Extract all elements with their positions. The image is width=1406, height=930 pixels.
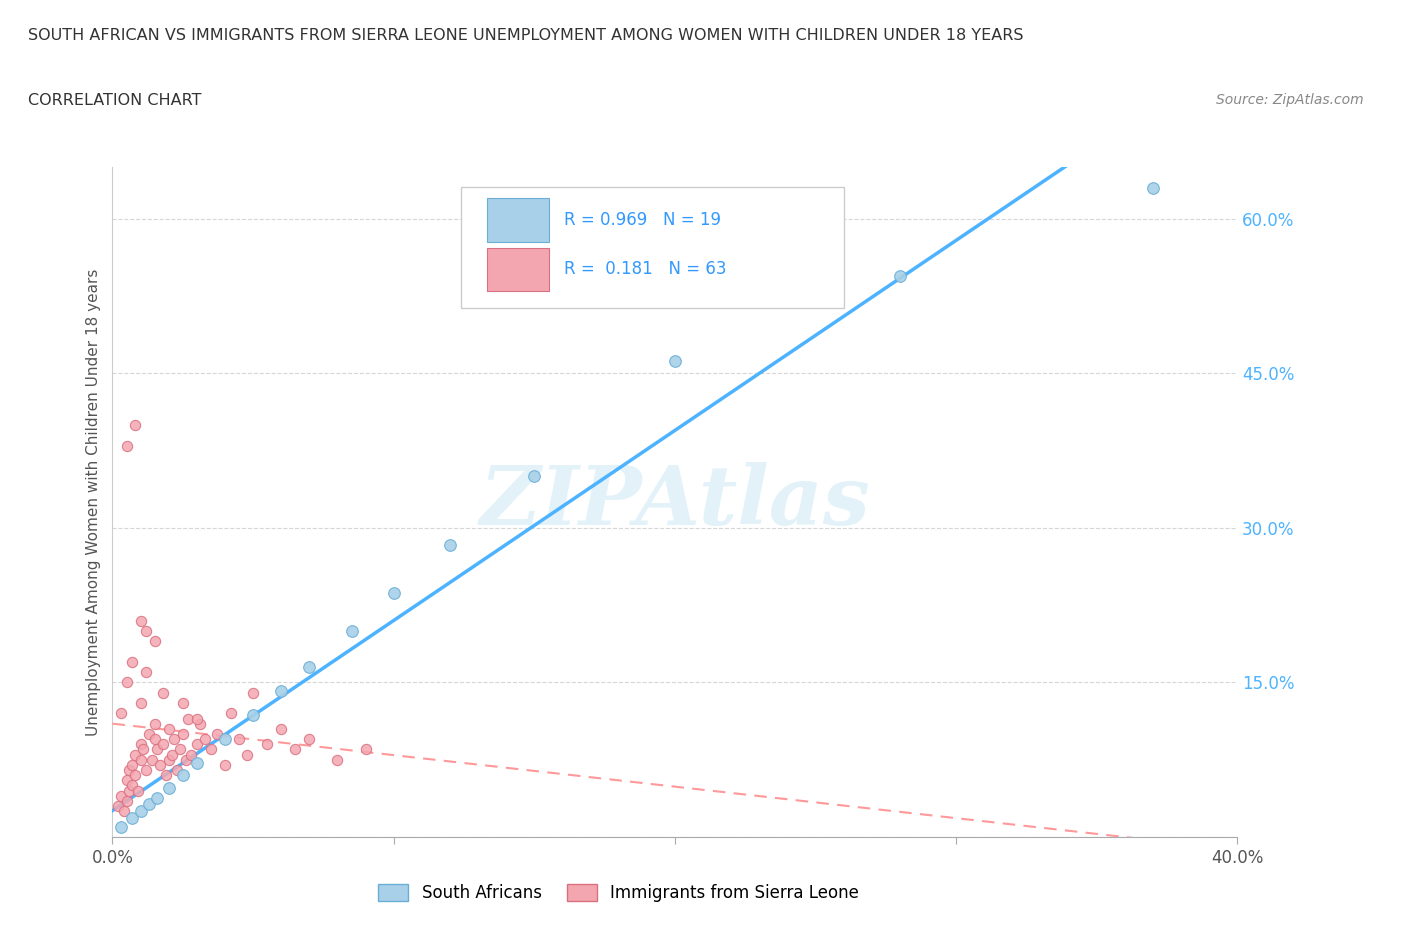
Text: SOUTH AFRICAN VS IMMIGRANTS FROM SIERRA LEONE UNEMPLOYMENT AMONG WOMEN WITH CHIL: SOUTH AFRICAN VS IMMIGRANTS FROM SIERRA … — [28, 28, 1024, 43]
Point — [141, 752, 163, 767]
Point — [194, 732, 217, 747]
Point — [115, 675, 138, 690]
Point — [236, 747, 259, 762]
Point — [172, 726, 194, 741]
Point — [298, 732, 321, 747]
Point — [149, 757, 172, 772]
Point — [118, 783, 141, 798]
Point — [121, 757, 143, 772]
Point — [132, 742, 155, 757]
Point — [166, 763, 188, 777]
Point — [110, 819, 132, 834]
Point — [205, 726, 228, 741]
Point — [270, 722, 292, 737]
Point — [121, 778, 143, 793]
Point — [124, 747, 146, 762]
Point — [188, 716, 211, 731]
Point — [242, 685, 264, 700]
Y-axis label: Unemployment Among Women with Children Under 18 years: Unemployment Among Women with Children U… — [86, 269, 101, 736]
Point — [143, 732, 166, 747]
Point — [354, 742, 377, 757]
Text: CORRELATION CHART: CORRELATION CHART — [28, 93, 201, 108]
Point — [228, 732, 250, 747]
Point — [326, 752, 349, 767]
Point — [157, 780, 180, 795]
Text: Source: ZipAtlas.com: Source: ZipAtlas.com — [1216, 93, 1364, 107]
Point — [214, 732, 236, 747]
Point — [889, 268, 911, 283]
Point — [152, 685, 174, 700]
Point — [172, 696, 194, 711]
Point — [157, 752, 180, 767]
Point — [124, 418, 146, 432]
Point — [124, 768, 146, 783]
Point — [284, 742, 307, 757]
Point — [121, 811, 143, 826]
Point — [129, 696, 152, 711]
Point — [439, 538, 461, 553]
Point — [163, 732, 186, 747]
Point — [129, 752, 152, 767]
Point — [115, 773, 138, 788]
Point — [129, 737, 152, 751]
Point — [214, 757, 236, 772]
Point — [135, 665, 157, 680]
Text: ZIPAtlas: ZIPAtlas — [479, 462, 870, 542]
Point — [121, 655, 143, 670]
Point — [256, 737, 278, 751]
Point — [135, 763, 157, 777]
Point — [115, 793, 138, 808]
FancyBboxPatch shape — [486, 247, 548, 291]
Legend: South Africans, Immigrants from Sierra Leone: South Africans, Immigrants from Sierra L… — [371, 878, 866, 909]
Text: R = 0.969   N = 19: R = 0.969 N = 19 — [564, 211, 720, 229]
Point — [1142, 180, 1164, 195]
Point — [340, 623, 363, 638]
Point — [382, 585, 405, 600]
Text: R =  0.181   N = 63: R = 0.181 N = 63 — [564, 260, 725, 278]
Point — [135, 623, 157, 638]
FancyBboxPatch shape — [461, 188, 844, 308]
Point — [174, 752, 197, 767]
Point — [270, 684, 292, 698]
Point — [155, 768, 177, 783]
Point — [143, 716, 166, 731]
Point — [298, 659, 321, 674]
Point — [186, 737, 208, 751]
Point — [146, 742, 169, 757]
Point — [107, 799, 129, 814]
Point — [146, 790, 169, 805]
Point — [112, 804, 135, 818]
Point — [219, 706, 242, 721]
Point — [169, 742, 191, 757]
Point — [242, 708, 264, 723]
Point — [160, 747, 183, 762]
Point — [110, 789, 132, 804]
FancyBboxPatch shape — [486, 198, 548, 242]
Point — [180, 747, 202, 762]
Point — [138, 797, 160, 812]
Point — [110, 706, 132, 721]
Point — [129, 613, 152, 628]
Point — [127, 783, 149, 798]
Point — [186, 711, 208, 726]
Point — [177, 711, 200, 726]
Point — [200, 742, 222, 757]
Point — [118, 763, 141, 777]
Point — [129, 804, 152, 818]
Point — [115, 438, 138, 453]
Point — [138, 726, 160, 741]
Point — [143, 634, 166, 649]
Point — [172, 768, 194, 783]
Point — [152, 737, 174, 751]
Point — [664, 353, 686, 368]
Point — [523, 469, 546, 484]
Point — [157, 722, 180, 737]
Point — [186, 755, 208, 770]
